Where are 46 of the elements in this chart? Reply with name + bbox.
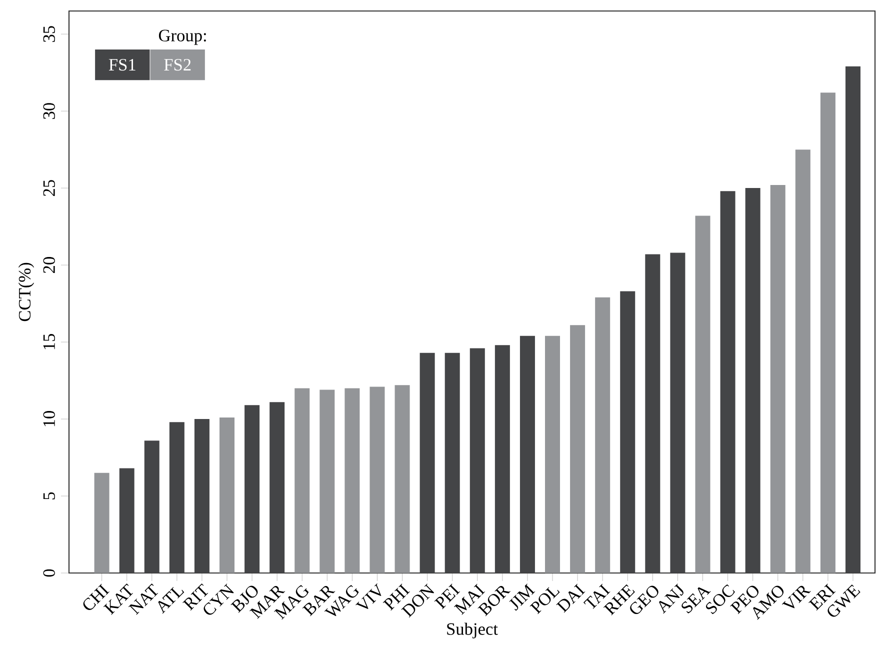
bar bbox=[570, 325, 586, 573]
bar bbox=[695, 216, 710, 573]
bar bbox=[169, 422, 184, 573]
bar bbox=[820, 92, 836, 573]
y-tick-label: 30 bbox=[43, 103, 55, 119]
y-tick-label: 35 bbox=[43, 26, 55, 42]
bar bbox=[194, 419, 210, 573]
bar bbox=[444, 352, 460, 573]
y-tick-label: 20 bbox=[43, 257, 55, 273]
bar bbox=[144, 440, 160, 573]
x-axis-title: Subject bbox=[447, 622, 498, 638]
bar bbox=[344, 388, 360, 573]
y-tick-label: 10 bbox=[43, 411, 55, 426]
y-tick-label: 0 bbox=[43, 569, 55, 577]
bar bbox=[520, 336, 535, 573]
legend-title: Group: bbox=[158, 30, 206, 45]
bar bbox=[620, 291, 636, 573]
x-tick-label: VIR bbox=[782, 586, 811, 608]
bar bbox=[670, 252, 686, 573]
text: FS1 bbox=[108, 58, 136, 71]
bar bbox=[545, 336, 560, 573]
bar bbox=[595, 297, 610, 573]
bar bbox=[770, 184, 786, 573]
y-tick-label: 5 bbox=[43, 492, 55, 500]
bar bbox=[94, 472, 110, 573]
bar bbox=[470, 348, 485, 573]
bar bbox=[244, 405, 260, 573]
y-tick-label: 25 bbox=[43, 180, 55, 196]
bar bbox=[370, 386, 385, 573]
bar bbox=[845, 66, 860, 573]
bar bbox=[720, 191, 736, 573]
bar bbox=[494, 345, 510, 573]
bar bbox=[220, 417, 234, 573]
bar bbox=[119, 468, 134, 573]
bar bbox=[394, 385, 410, 573]
bar bbox=[645, 254, 660, 573]
text: FS2 bbox=[164, 58, 191, 71]
y-tick-label: 15 bbox=[43, 334, 55, 350]
bar bbox=[320, 390, 335, 573]
y-axis-title: CCT(%) bbox=[18, 262, 34, 322]
bar bbox=[294, 388, 310, 573]
x-tick-label: ATL bbox=[158, 587, 184, 614]
bar bbox=[420, 352, 435, 573]
bar bbox=[745, 188, 760, 573]
bar bbox=[270, 402, 285, 573]
bar bbox=[795, 150, 810, 573]
